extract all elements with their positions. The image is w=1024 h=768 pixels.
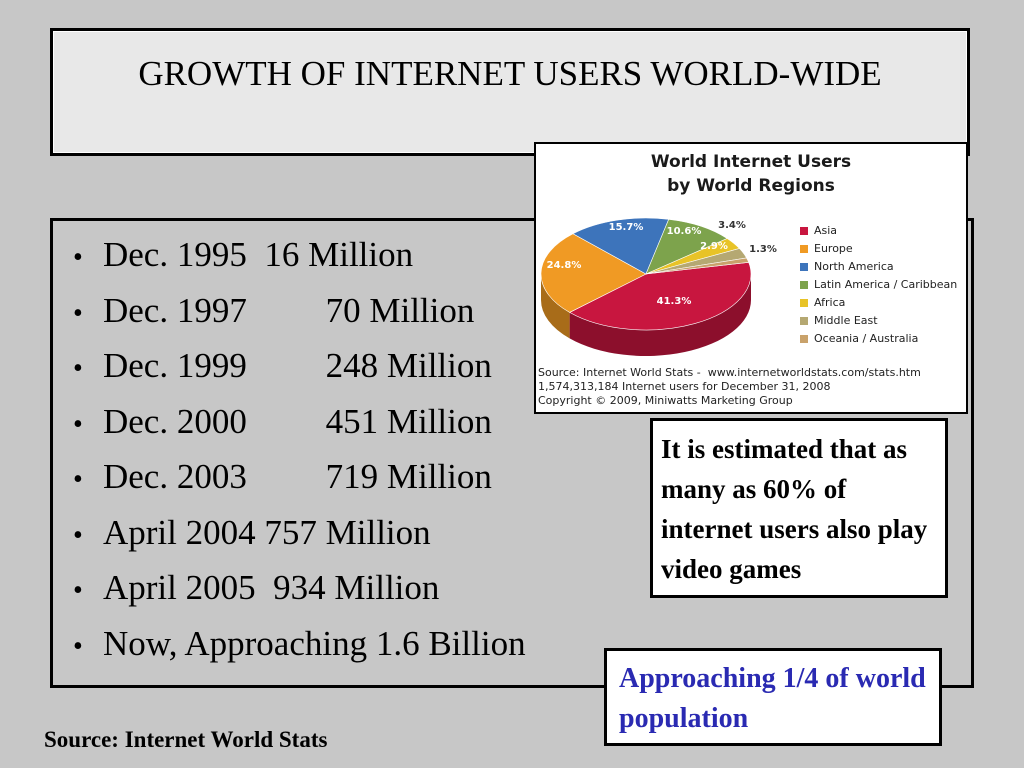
bullet-item: • Dec. 1995 16 Million (73, 229, 526, 285)
bullet-list: • Dec. 1995 16 Million • Dec. 1997 70 Milli… (73, 229, 526, 673)
title-box: GROWTH OF INTERNET USERS WORLD-WIDE (50, 28, 970, 156)
legend-label: Latin America / Caribbean (814, 278, 958, 291)
bullet-item: • Dec. 1999 248 Million (73, 340, 526, 396)
bullet-item: • Dec. 2003 719 Million (73, 451, 526, 507)
chart-title: World Internet Users by World Regions (596, 150, 906, 198)
legend-label: Asia (814, 224, 838, 237)
legend-swatch (800, 227, 808, 235)
legend-swatch (800, 263, 808, 271)
legend-item: Latin America / Caribbean (800, 276, 957, 294)
bullet-text: Dec. 2003 719 Million (103, 457, 492, 496)
bullet-icon: • (73, 297, 83, 329)
bullet-text: Dec. 1997 70 Million (103, 290, 475, 330)
chart-source-line: Copyright © 2009, Miniwatts Marketing Gr… (538, 394, 793, 407)
legend-swatch (800, 299, 808, 307)
legend-label: Africa (814, 296, 846, 309)
bullet-item: • April 2004 757 Million (73, 507, 526, 563)
bullet-text: Now, Approaching 1.6 Billion (103, 623, 526, 663)
legend-item: Asia (800, 222, 957, 240)
chart-title-line2: by World Regions (667, 176, 835, 196)
chart-title-line1: World Internet Users (650, 152, 852, 172)
legend-swatch (800, 245, 808, 253)
bullet-icon: • (73, 464, 83, 495)
slide-title: GROWTH OF INTERNET USERS WORLD-WIDE (138, 54, 882, 93)
bullet-icon: • (73, 408, 83, 440)
legend-item: Africa (800, 294, 957, 312)
legend-item: Oceania / Australia (800, 330, 957, 348)
pie-slice-side (569, 274, 751, 356)
bullet-icon: • (73, 575, 83, 606)
pie-data-label: 24.8% (547, 260, 582, 271)
chart-source-line: Source: Internet World Stats - www.inter… (538, 366, 921, 379)
legend-swatch (800, 281, 808, 289)
chart-legend: Asia Europe North America Latin America / C… (800, 222, 957, 348)
bullet-text: April 2005 934 Million (103, 568, 440, 607)
legend-item: Middle East (800, 312, 957, 330)
pie-data-label: 2.9% (700, 241, 728, 252)
chart-source-line: 1,574,313,184 Internet users for Decembe… (538, 380, 831, 393)
legend-swatch (800, 335, 808, 343)
legend-swatch (800, 317, 808, 325)
legend-item: North America (800, 258, 957, 276)
pie-data-label: 15.7% (609, 222, 644, 233)
pie-data-label: 10.6% (667, 226, 702, 237)
legend-label: Oceania / Australia (814, 332, 919, 345)
legend-item: Europe (800, 240, 957, 258)
bullet-item: • Dec. 1997 70 Million (73, 285, 526, 341)
source-footer: Source: Internet World Stats (44, 727, 328, 752)
pie-slice (645, 257, 750, 275)
pie-slice (572, 217, 670, 275)
bullet-item: • Now, Approaching 1.6 Billion (73, 618, 526, 674)
bullet-icon: • (73, 519, 83, 551)
legend-label: North America (814, 260, 894, 273)
bullet-item: • Dec. 2000 451 Million (73, 396, 526, 452)
pie-slice-side (541, 274, 570, 339)
pie-slice (540, 233, 647, 313)
pie-data-label: 3.4% (718, 220, 746, 231)
chart-source: Source: Internet World Stats - www.inter… (538, 366, 921, 408)
bullet-text: Dec. 2000 451 Million (103, 401, 492, 441)
legend-label: Europe (814, 242, 853, 255)
bullet-icon: • (73, 353, 83, 384)
bullet-text: Dec. 1999 248 Million (103, 346, 492, 385)
pie-data-label: 1.3% (749, 244, 777, 255)
bullet-text: April 2004 757 Million (103, 512, 431, 552)
bullet-text: Dec. 1995 16 Million (103, 235, 414, 274)
population-note: Approaching 1/4 of world population (604, 648, 942, 746)
bullet-item: • April 2005 934 Million (73, 562, 526, 618)
pie-data-label: 41.3% (657, 296, 692, 307)
legend-label: Middle East (814, 314, 878, 327)
pie-slice (568, 262, 752, 331)
bullet-icon: • (73, 630, 83, 662)
pie-slice (645, 218, 728, 275)
video-games-note: It is estimated that as many as 60% of i… (650, 418, 948, 598)
pie-chart-panel: World Internet Users by World Regions 41… (534, 142, 968, 414)
pie-chart: 41.3% 24.8% 15.7% 10.6% 3.4% 2.9% 1.3% (540, 217, 777, 356)
bullet-icon: • (73, 242, 83, 273)
